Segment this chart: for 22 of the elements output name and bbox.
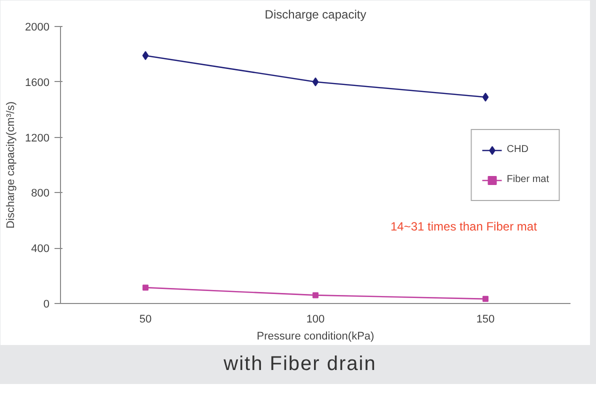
y-axis-title: Discharge capacity(cm³/s) <box>5 101 18 229</box>
y-tick-label: 1200 <box>25 132 50 144</box>
point <box>482 92 489 102</box>
point <box>312 292 318 298</box>
point <box>482 296 488 302</box>
annotation: 14~31 times than Fiber mat <box>390 220 538 234</box>
x-tick-label: 100 <box>306 314 325 326</box>
y-tick-label: 400 <box>31 243 50 256</box>
y-tick-label: 800 <box>31 188 50 200</box>
x-tick-label: 150 <box>476 314 495 326</box>
point <box>312 77 319 86</box>
legend-label: CHD <box>506 144 528 155</box>
x-axis-title: Pressure condition(kPa) <box>256 330 374 342</box>
point <box>142 284 148 291</box>
legend-label: Fiber mat <box>506 174 549 185</box>
x-tick-label: 50 <box>139 314 152 326</box>
y-tick-label: 0 <box>43 298 50 310</box>
chart-title: Discharge capacity <box>264 8 366 22</box>
y-tick-label: 1600 <box>25 76 50 89</box>
text: with Fiber drain <box>224 352 376 377</box>
y-tick-label: 2000 <box>25 22 50 34</box>
point <box>142 51 149 60</box>
